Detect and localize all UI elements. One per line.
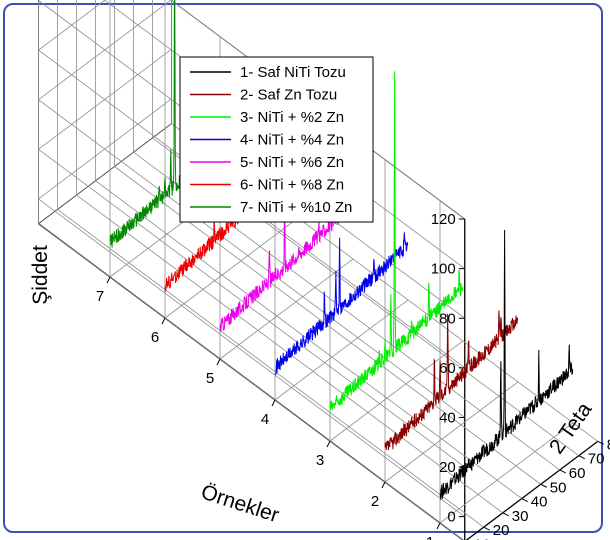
z-tick-mark: [597, 440, 604, 445]
legend-label-1: 1- Saf NiTi Tozu: [240, 64, 346, 81]
x-tick-label: 2: [371, 493, 379, 510]
x-tick-label: 1: [426, 534, 434, 540]
legend: 1- Saf NiTi Tozu 2- Saf Zn Tozu 3- NiTi + …: [179, 56, 374, 223]
x-tick-label: 7: [96, 288, 104, 305]
z-tick-mark: [559, 469, 566, 474]
y-tick-label: 80: [439, 310, 456, 327]
series-line-2: [384, 310, 519, 451]
legend-label-4: 4- NiTi + %4 Zn: [240, 132, 344, 149]
grid-line: [38, 99, 465, 418]
y-tick-label: 120: [431, 211, 456, 228]
x-tick-mark: [436, 522, 441, 530]
grid-line: [38, 223, 464, 540]
y-tick-label: 60: [439, 360, 456, 377]
grid-line: [219, 258, 354, 360]
z-tick-label: 40: [531, 494, 548, 511]
z-tick-label: 60: [569, 465, 586, 482]
z-tick-mark: [483, 526, 490, 531]
zlabel: 2 Teta: [545, 398, 597, 458]
legend-label-6: 6- NiTi + %8 Zn: [240, 177, 344, 194]
x-tick-label: 4: [261, 411, 269, 428]
x-tick-mark: [216, 358, 221, 366]
z-tick-label: 10: [474, 536, 491, 540]
tick-labels: 02040608010012012345671020304050607080: [96, 211, 610, 540]
x-tick-mark: [326, 440, 331, 448]
x-tick-label: 6: [151, 329, 159, 346]
legend-label-2: 2- Saf Zn Tozu: [240, 87, 337, 104]
series-line-3: [329, 71, 464, 411]
y-tick-label: 0: [447, 509, 455, 526]
grid-line: [329, 340, 464, 442]
y-tick-label: 20: [439, 459, 456, 476]
xlabel: Örnekler: [198, 480, 282, 527]
z-tick-mark: [521, 498, 528, 502]
grid-line: [57, 209, 484, 528]
legend-label-7: 7- NiTi + %10 Zn: [240, 199, 352, 216]
floor-back-edge: [38, 123, 172, 225]
y-tick-label: 40: [439, 409, 456, 426]
theta-axis: [465, 440, 599, 540]
x-tick-mark: [381, 481, 386, 489]
grid-line: [38, 148, 465, 468]
grid-line: [38, 198, 465, 517]
z-tick-mark: [540, 483, 547, 488]
x-tick-mark: [271, 399, 276, 407]
series-line-1: [439, 229, 574, 500]
y-tick-label: 100: [431, 261, 456, 278]
grid-line: [38, 0, 106, 51]
z-tick-label: 20: [493, 522, 510, 539]
x-tick-label: 5: [206, 370, 214, 387]
z-tick-label: 80: [607, 436, 610, 453]
grid-line: [384, 381, 519, 483]
series-line-4: [274, 232, 409, 376]
x-tick-mark: [106, 276, 111, 284]
grid-line: [274, 299, 409, 401]
grid-lines: [38, 0, 598, 540]
z-tick-label: 70: [588, 451, 605, 468]
x-tick-label: 3: [316, 452, 324, 469]
z-tick-label: 30: [512, 508, 529, 525]
z-tick-mark: [578, 455, 585, 460]
z-tick-mark: [502, 512, 509, 517]
legend-label-5: 5- NiTi + %6 Zn: [240, 154, 344, 171]
x-tick-mark: [161, 317, 166, 325]
z-tick-label: 50: [550, 479, 567, 496]
grid-line: [164, 217, 299, 319]
ylabel: Şiddet: [29, 245, 52, 305]
legend-label-3: 3- NiTi + %2 Zn: [240, 109, 344, 126]
grid-line: [439, 422, 574, 524]
